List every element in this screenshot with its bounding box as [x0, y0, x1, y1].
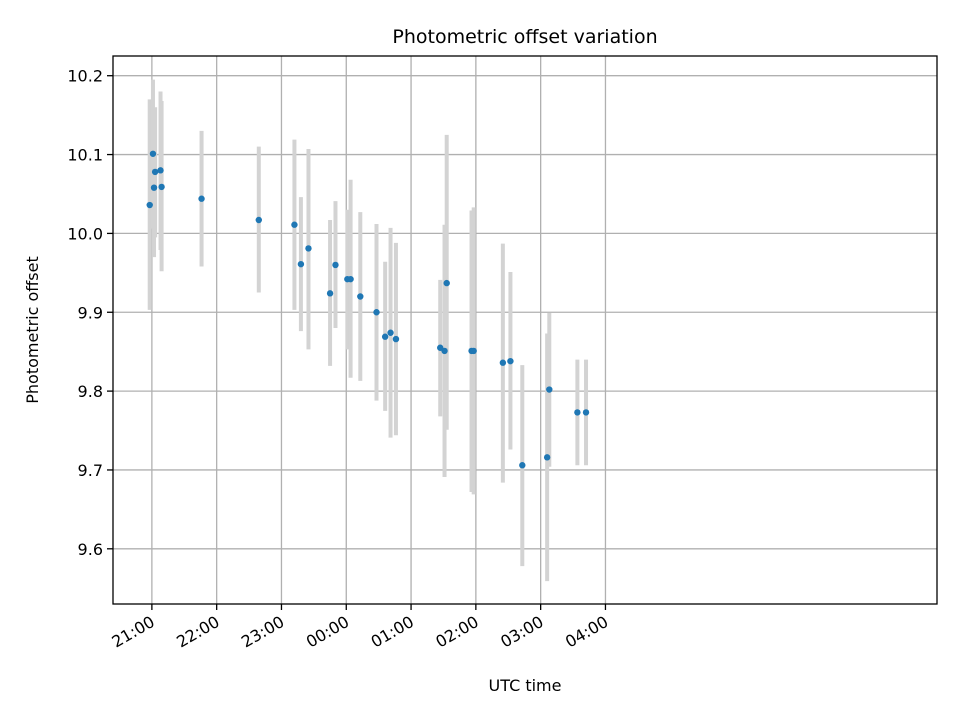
data-point: [543, 454, 551, 461]
x-axis-ticks: 21:00 22:00 23:00 00:00 01:00 02:00 03:00 04:00: [108, 604, 611, 652]
x-tick-label: 04:00: [562, 612, 611, 652]
data-point: [347, 275, 354, 283]
plot-frame: [112, 55, 938, 605]
data-point: [470, 347, 477, 355]
y-tick-label: 9.8: [78, 382, 103, 401]
data-point: [574, 409, 581, 416]
data-point: [146, 201, 153, 209]
data-point: [150, 184, 158, 191]
data-point: [158, 183, 165, 191]
data-point: [373, 309, 380, 316]
data-point: [357, 293, 364, 300]
y-tick-label: 9.6: [78, 540, 103, 559]
y-tick-label: 10.2: [67, 67, 103, 86]
chart-title: Photometric offset variation: [392, 26, 657, 48]
data-point: [291, 221, 298, 228]
data-point: [387, 329, 394, 336]
x-tick-label: 23:00: [238, 612, 287, 652]
x-tick-label: 00:00: [303, 612, 352, 652]
data-point: [499, 359, 507, 366]
data-point: [149, 150, 157, 157]
data-point: [151, 168, 159, 176]
x-tick-label: 22:00: [173, 612, 222, 652]
data-point: [582, 409, 590, 416]
y-tick-label: 10.1: [67, 146, 103, 165]
y-tick-label: 9.7: [78, 461, 103, 480]
data-point: [157, 167, 164, 174]
x-tick-label: 21:00: [108, 612, 157, 652]
y-tick-label: 9.9: [78, 303, 103, 322]
data-point: [392, 335, 400, 343]
data-point: [198, 195, 205, 202]
data-point: [441, 347, 448, 355]
data-point: [507, 357, 514, 365]
x-tick-label: 03:00: [497, 612, 546, 652]
data-point: [305, 245, 312, 252]
data-point: [546, 386, 553, 393]
data-point: [381, 333, 389, 340]
data-point: [255, 216, 262, 224]
y-tick-label: 10.0: [67, 224, 103, 243]
x-axis-label: UTC time: [489, 676, 562, 695]
grid: [113, 56, 937, 604]
data-point: [326, 290, 334, 297]
data-point: [519, 462, 526, 469]
y-axis-label: Photometric offset: [23, 256, 42, 404]
data-point: [332, 261, 339, 269]
data-point: [443, 279, 450, 287]
x-tick-label: 01:00: [368, 612, 417, 652]
data-points: [146, 150, 590, 469]
x-tick-label: 02:00: [432, 612, 481, 652]
data-point: [297, 260, 305, 268]
y-axis-ticks: 9.6 9.7 9.8 9.9 10.0 10.1 10.2: [67, 67, 113, 559]
